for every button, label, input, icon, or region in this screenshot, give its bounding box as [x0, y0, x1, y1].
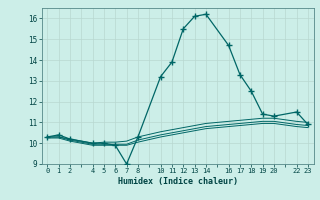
- X-axis label: Humidex (Indice chaleur): Humidex (Indice chaleur): [118, 177, 237, 186]
